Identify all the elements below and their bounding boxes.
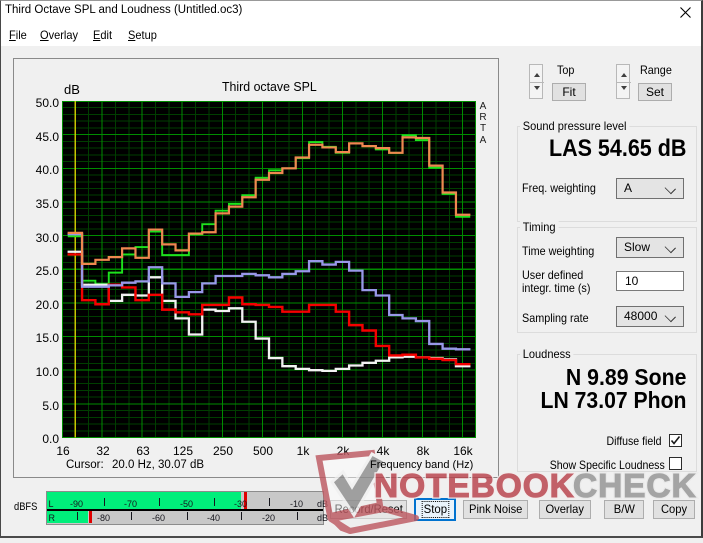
- svg-text:CHECK: CHECK: [573, 468, 697, 505]
- svg-text:NOTEBOOK: NOTEBOOK: [374, 468, 575, 505]
- svg-text:NOTEBOOK: NOTEBOOK: [374, 468, 575, 505]
- svg-text:CHECK: CHECK: [573, 468, 697, 505]
